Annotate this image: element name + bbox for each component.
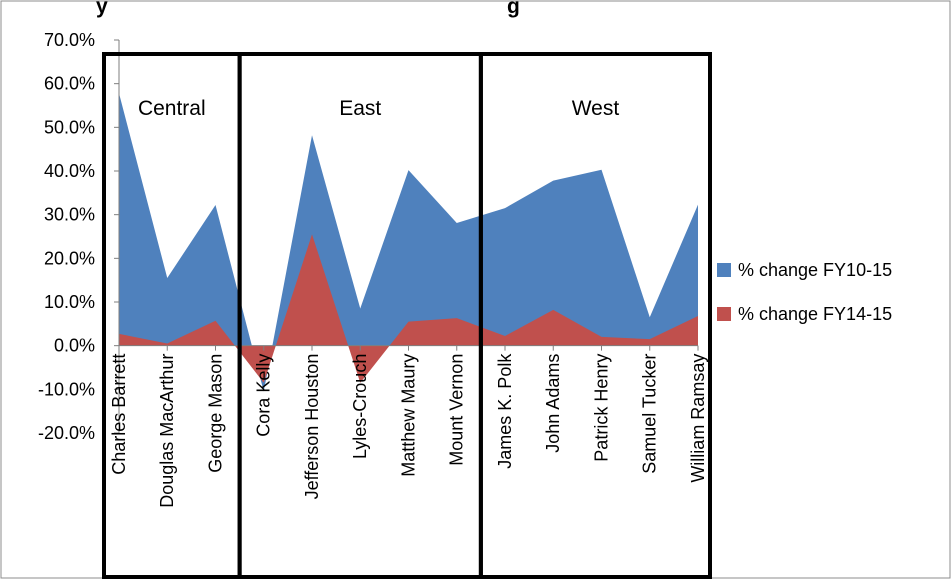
x-category-label: James K. Polk <box>495 353 515 469</box>
y-tick-label: 50.0% <box>44 117 95 137</box>
x-category-label: Samuel Tucker <box>640 354 660 474</box>
x-category-label: Patrick Henry <box>592 354 612 462</box>
region-label-central: Central <box>138 97 206 120</box>
y-tick-label: 20.0% <box>44 248 95 268</box>
x-category-label: Douglas MacArthur <box>157 354 177 508</box>
region-box-west <box>478 52 712 579</box>
x-category-label: Lyles-Crouch <box>350 354 370 459</box>
x-category-label: Charles Barrett <box>109 354 129 475</box>
y-tick-label: 0.0% <box>54 336 95 356</box>
y-tick-label: 60.0% <box>44 74 95 94</box>
region-groups: Central East West <box>102 52 712 579</box>
x-category-label: John Adams <box>543 354 563 453</box>
title-fragment-left: y <box>96 0 108 18</box>
y-tick-label: -10.0% <box>38 379 95 399</box>
y-tick-label: 70.0% <box>44 30 95 50</box>
y-tick-label: -20.0% <box>38 423 95 443</box>
x-category-label: Jefferson Houston <box>302 354 322 500</box>
region-label-east: East <box>339 97 381 120</box>
legend-label-2: % change FY14-15 <box>738 304 892 324</box>
x-category-labels: Charles Barrett Douglas MacArthur George M… <box>109 353 708 508</box>
y-tick-label: 30.0% <box>44 205 95 225</box>
title-fragment-right: g <box>507 0 520 18</box>
legend-swatch-2 <box>717 307 731 321</box>
legend-swatch-1 <box>717 263 731 277</box>
y-tick-label: 10.0% <box>44 292 95 312</box>
axes <box>114 39 699 434</box>
y-tick-labels: 70.0% 60.0% 50.0% 40.0% 30.0% 20.0% 10.0% 0.0% -… <box>38 30 95 443</box>
x-category-label: George Mason <box>206 354 226 473</box>
legend: % change FY10-15 % change FY14-15 <box>717 260 892 324</box>
x-category-label: Mount Vernon <box>447 354 467 466</box>
x-category-label: William Ramsay <box>688 354 708 483</box>
y-tick-label: 40.0% <box>44 161 95 181</box>
legend-label-1: % change FY10-15 <box>738 260 892 280</box>
x-category-label: Matthew Maury <box>399 354 419 477</box>
region-label-west: West <box>572 97 620 120</box>
x-category-label: Cora Kelly <box>254 354 274 437</box>
